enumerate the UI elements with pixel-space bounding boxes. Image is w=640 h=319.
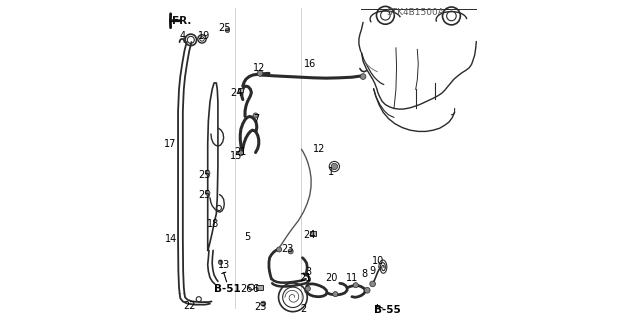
Text: 25: 25 [198, 170, 211, 181]
Text: 23: 23 [254, 302, 266, 312]
Text: 24: 24 [303, 230, 316, 241]
Circle shape [370, 281, 376, 287]
Text: 17: 17 [164, 139, 176, 149]
Text: 8: 8 [361, 269, 367, 279]
Text: 21: 21 [235, 146, 247, 157]
Circle shape [288, 249, 293, 254]
Circle shape [238, 151, 243, 156]
Circle shape [364, 287, 370, 293]
Text: 6: 6 [253, 284, 259, 294]
Text: 19: 19 [198, 31, 211, 41]
Text: FR.: FR. [172, 16, 191, 26]
Text: 3: 3 [305, 267, 311, 277]
Bar [256, 285, 262, 290]
Circle shape [260, 301, 266, 306]
Text: 7: 7 [253, 114, 259, 124]
Circle shape [218, 260, 223, 264]
Circle shape [253, 113, 258, 118]
Text: 18: 18 [207, 219, 220, 229]
Text: 13: 13 [218, 260, 230, 271]
Text: 11: 11 [346, 272, 358, 283]
Circle shape [333, 292, 338, 297]
Circle shape [205, 191, 210, 195]
Text: 22: 22 [183, 300, 195, 311]
Text: 25: 25 [198, 190, 211, 200]
Text: 16: 16 [303, 59, 316, 70]
Text: 1: 1 [328, 167, 334, 177]
Text: 12: 12 [253, 63, 265, 73]
Text: B-55: B-55 [374, 305, 401, 315]
Text: 26: 26 [241, 284, 253, 294]
Bar [310, 231, 316, 236]
Text: 15: 15 [230, 151, 243, 161]
Circle shape [360, 74, 366, 79]
Circle shape [276, 247, 282, 252]
Text: 4: 4 [179, 31, 185, 41]
Text: 20: 20 [325, 272, 337, 283]
Text: 25: 25 [219, 23, 231, 33]
Text: 14: 14 [164, 234, 177, 244]
Text: 12: 12 [313, 144, 326, 154]
Text: 9: 9 [369, 265, 376, 276]
Text: 2: 2 [300, 304, 307, 314]
Text: 10: 10 [372, 256, 384, 266]
Text: 24: 24 [230, 88, 243, 98]
Circle shape [205, 171, 210, 175]
Bar [238, 88, 243, 92]
Circle shape [305, 286, 310, 291]
Text: STK4B1500A: STK4B1500A [386, 8, 444, 17]
Text: B-51: B-51 [214, 284, 241, 294]
Circle shape [353, 283, 358, 288]
Text: 21: 21 [300, 272, 312, 283]
Text: 5: 5 [244, 232, 250, 242]
Circle shape [225, 28, 230, 33]
Circle shape [331, 163, 337, 170]
Text: 23: 23 [281, 244, 294, 255]
Circle shape [257, 70, 263, 76]
